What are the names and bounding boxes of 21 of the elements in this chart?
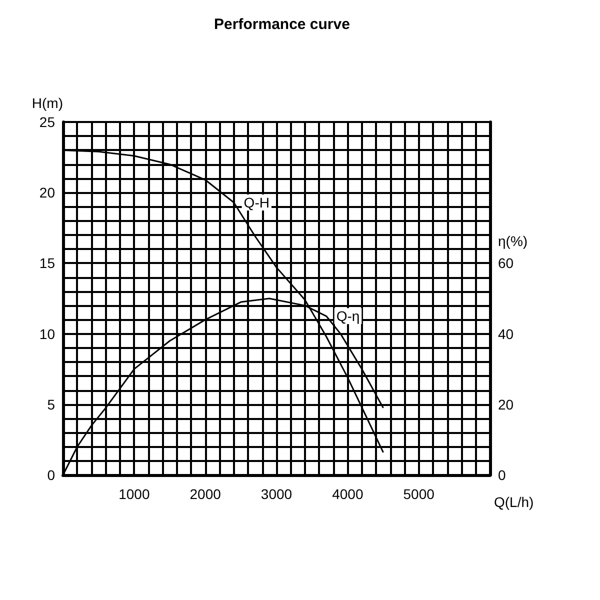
y2-tick-label: 20 xyxy=(498,396,514,412)
x-tick-label: 3000 xyxy=(260,486,292,502)
y-tick-label: 15 xyxy=(39,255,56,272)
y2-tick-label: 0 xyxy=(498,467,506,483)
y-tick-label: 0 xyxy=(47,467,56,483)
y-tick-label: 25 xyxy=(39,114,56,130)
y-axis-title: H(m) xyxy=(32,95,63,111)
y2-tick-label: 60 xyxy=(498,255,514,272)
y-tick-label: 20 xyxy=(39,184,56,201)
chart-title: Performance curve xyxy=(214,16,350,33)
x-tick-label: 2000 xyxy=(190,486,222,502)
x-tick-label: 4000 xyxy=(332,486,364,502)
series-label: Q-H xyxy=(244,194,270,210)
x-tick-label: 5000 xyxy=(403,486,435,502)
x-tick-label: 1000 xyxy=(118,486,150,502)
y-tick-label: 5 xyxy=(47,396,56,412)
y2-tick-label: 40 xyxy=(498,326,514,342)
y2-axis-title: η(%) xyxy=(498,233,528,250)
series-label: Q-η xyxy=(336,308,360,324)
x-axis-title: Q(L/h) xyxy=(494,494,534,510)
y-tick-label: 10 xyxy=(39,326,56,342)
